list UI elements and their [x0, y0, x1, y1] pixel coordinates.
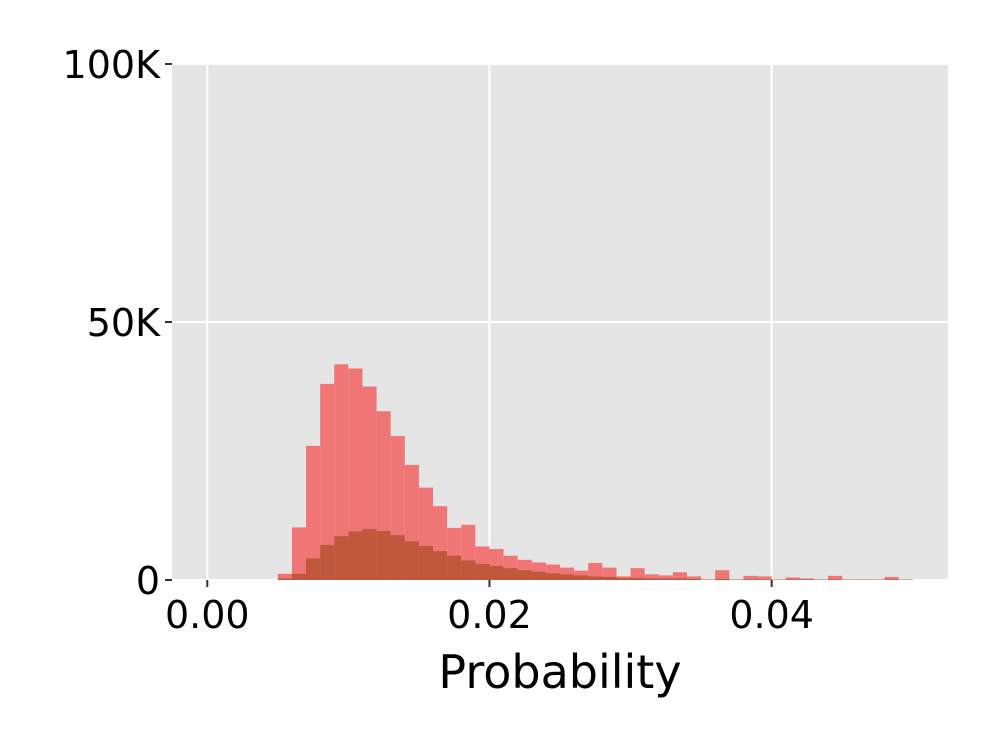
x-tick-label: 0.00: [165, 593, 250, 637]
histogram-bar-series-1: [334, 364, 349, 580]
histogram-bar-series-2: [686, 578, 702, 580]
histogram-bar-series-2: [658, 578, 673, 580]
histogram-bar-series-2: [320, 544, 335, 580]
histogram-bar-series-2: [884, 579, 899, 580]
histogram-bar-series-1: [277, 573, 292, 580]
histogram-bar-series-2: [672, 578, 687, 580]
histogram-bar-series-2: [418, 545, 434, 580]
histogram-bars: [277, 364, 913, 580]
histogram-bar-series-2: [433, 551, 448, 580]
x-axis-title: Probability: [438, 645, 681, 699]
histogram-bar-series-2: [828, 579, 843, 580]
histogram-bar-series-2: [334, 536, 349, 580]
histogram-bar-series-1: [574, 570, 589, 580]
histogram-bar-series-1: [672, 572, 687, 580]
histogram-bar-series-2: [813, 579, 829, 580]
histogram-bar-series-2: [574, 575, 589, 580]
histogram-bar-series-1: [884, 576, 899, 580]
histogram-bar-series-2: [447, 555, 462, 580]
histogram-bar-series-2: [870, 579, 885, 580]
y-tick-label: 0: [136, 559, 160, 603]
histogram-bar-series-2: [588, 576, 603, 580]
histogram-bar-series-2: [560, 574, 575, 580]
histogram-bar-series-2: [743, 579, 758, 580]
histogram-bar-series-1: [828, 575, 843, 580]
histogram-bar-series-2: [799, 579, 814, 580]
y-tick-label: 50K: [87, 301, 161, 345]
histogram-bar-series-1: [799, 578, 814, 580]
histogram-bar-series-2: [390, 535, 405, 580]
histogram-bar-series-2: [277, 578, 292, 580]
histogram-bar-series-2: [531, 571, 546, 580]
histogram-bar-series-1: [757, 576, 772, 580]
histogram-bar-series-2: [376, 530, 391, 580]
histogram-bar-series-1: [743, 575, 758, 580]
histogram-bar-series-2: [545, 573, 560, 580]
histogram-bar-series-1: [644, 574, 659, 580]
histogram-bar-series-2: [362, 528, 377, 580]
histogram-bar-series-2: [701, 579, 716, 580]
histogram-bar-series-2: [503, 568, 518, 580]
histogram-bar-series-2: [461, 560, 476, 580]
x-tick-label: 0.02: [447, 593, 532, 637]
histogram-bar-series-2: [291, 573, 307, 580]
histogram-bar-series-1: [785, 577, 800, 580]
histogram-bar-series-2: [644, 578, 659, 580]
histogram-bar-series-2: [404, 541, 419, 580]
histogram-bar-series-2: [898, 579, 913, 580]
histogram-bar-series-1: [686, 576, 702, 580]
y-tick-label: 100K: [63, 43, 162, 87]
histogram-bar-series-2: [475, 564, 490, 580]
axis-ticks: 0.00 0.02 0.04 0 50K 100K: [63, 43, 814, 637]
histogram-bar-series-1: [348, 368, 363, 580]
histogram-bar-series-2: [785, 579, 800, 580]
histogram-bar-series-1: [306, 445, 321, 580]
histogram-bar-series-2: [771, 579, 786, 580]
histogram-bar-series-2: [616, 577, 631, 580]
histogram-bar-series-2: [630, 577, 645, 580]
histogram-bar-series-2: [489, 566, 504, 580]
histogram-bar-series-1: [715, 570, 730, 580]
histogram-bar-series-2: [856, 579, 871, 580]
histogram-bar-series-2: [517, 570, 532, 580]
histogram-bar-series-2: [348, 531, 363, 580]
histogram-bar-series-2: [729, 579, 744, 580]
histogram-bar-series-1: [588, 562, 603, 580]
histogram-bar-series-2: [842, 579, 857, 580]
histogram-bar-series-1: [291, 527, 307, 580]
histogram-bar-series-1: [320, 383, 335, 580]
histogram-bar-series-1: [630, 568, 645, 580]
histogram-bar-series-1: [658, 575, 673, 580]
histogram-bar-series-2: [757, 579, 772, 580]
histogram-bar-series-2: [602, 576, 617, 580]
histogram-bar-series-2: [715, 578, 730, 580]
x-tick-label: 0.04: [729, 593, 814, 637]
histogram-bar-series-2: [306, 558, 321, 580]
